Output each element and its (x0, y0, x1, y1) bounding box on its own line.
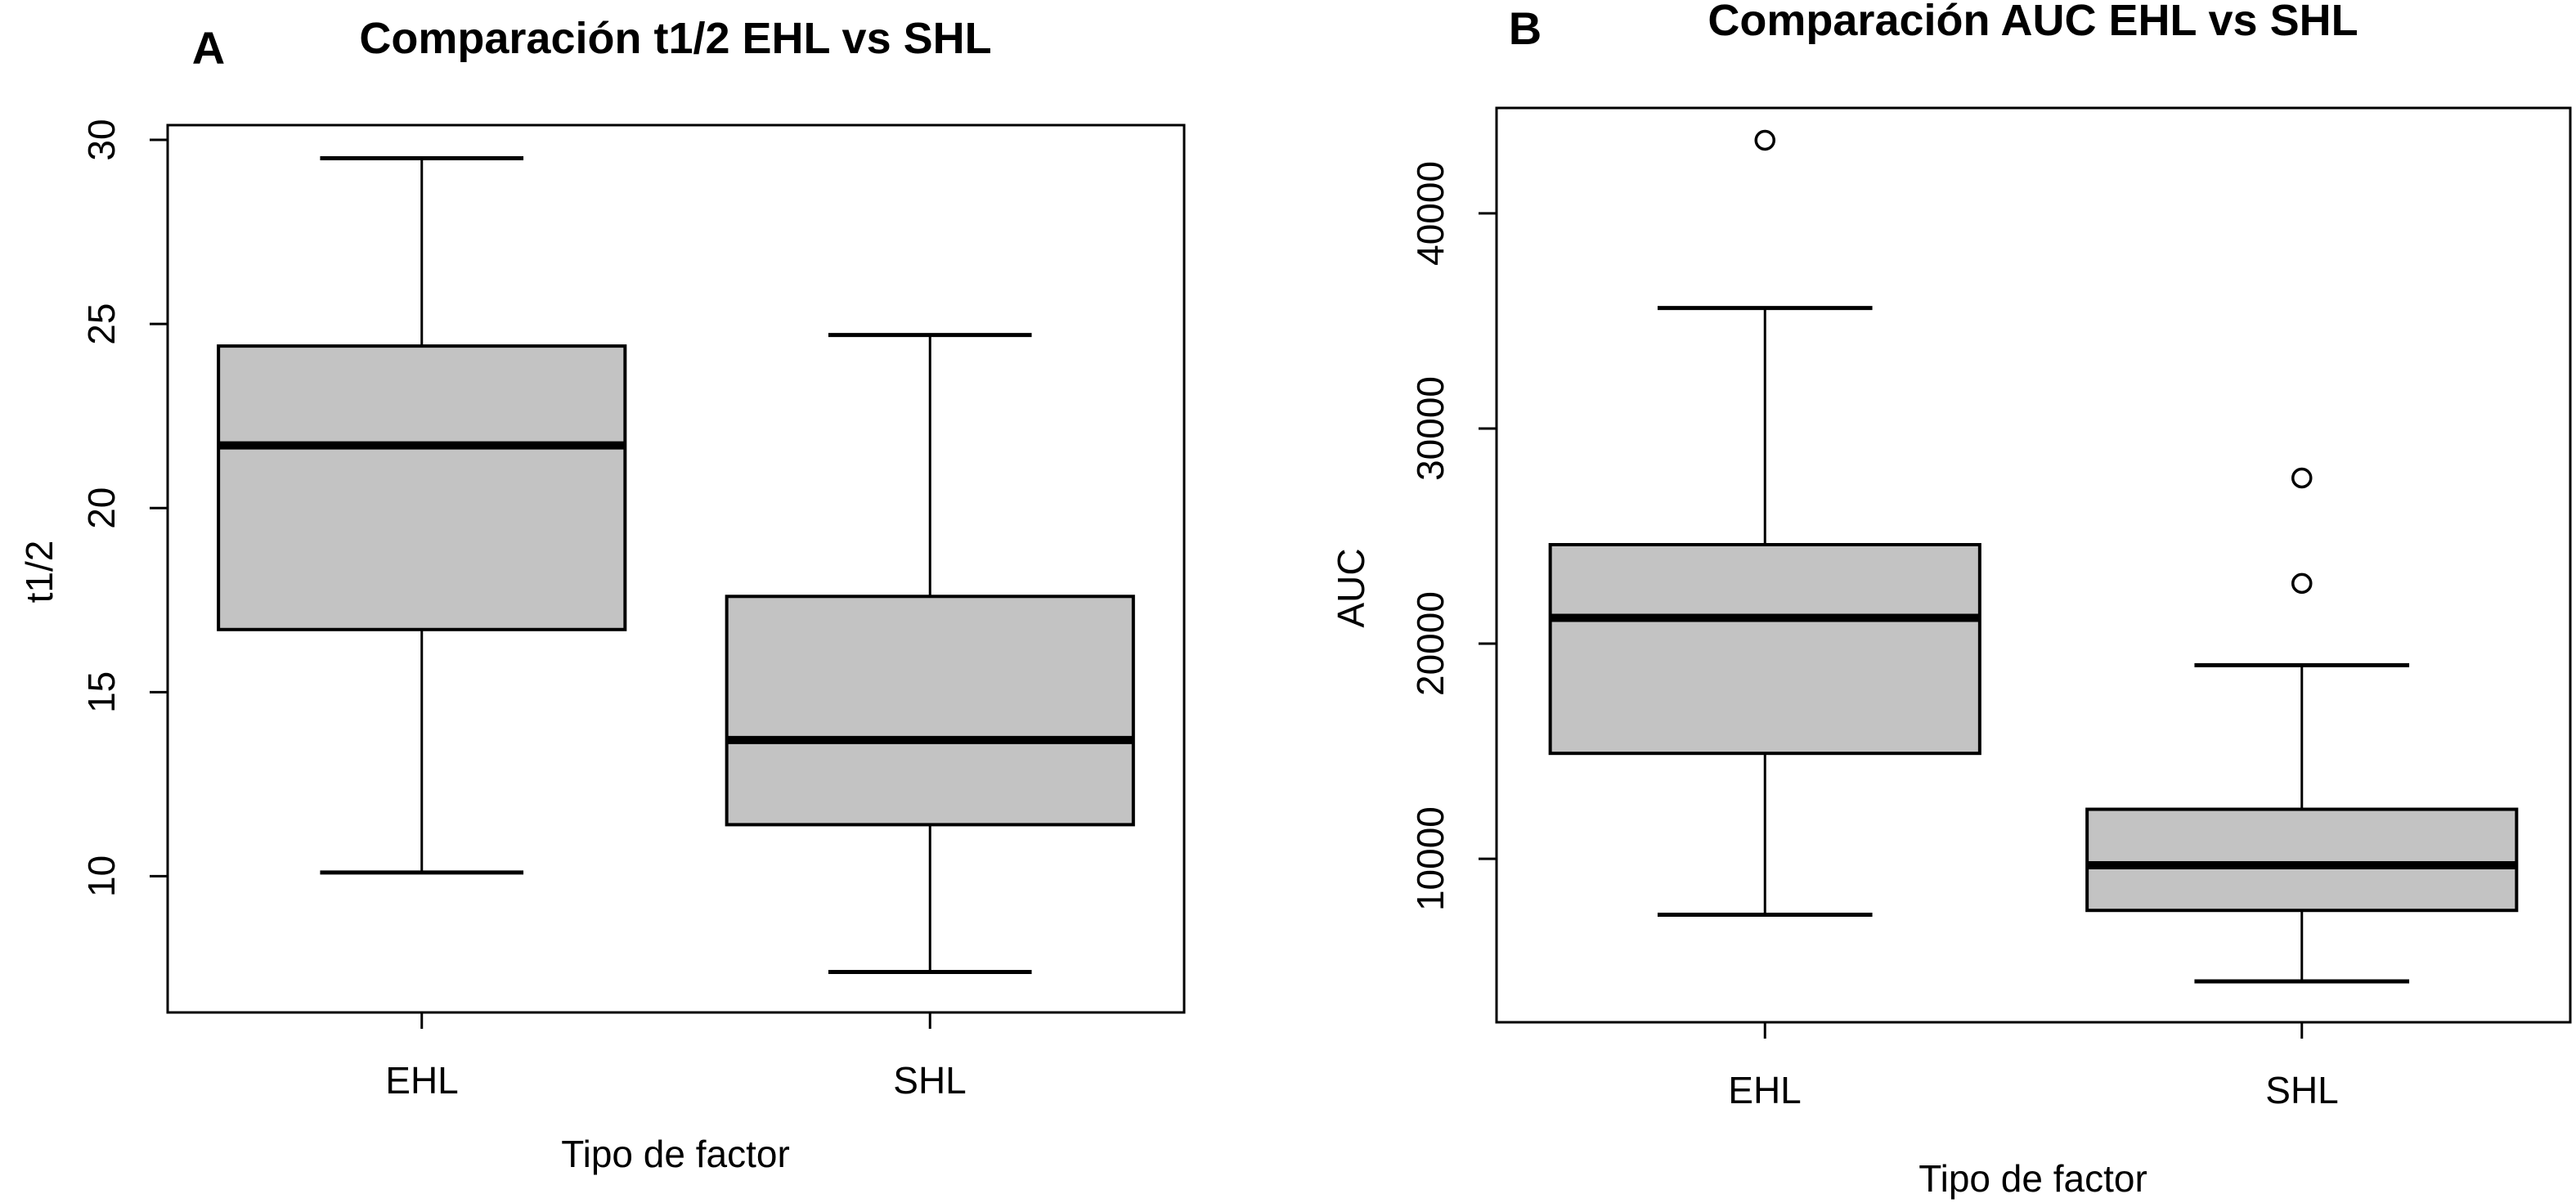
panel-b-category-shl: SHL (2265, 1069, 2339, 1111)
panel-b-shl-outlier-point (2291, 467, 2313, 489)
panel-b-y-tick-label: 30000 (1409, 376, 1452, 481)
panel-a-y-tick-label: 10 (80, 855, 123, 897)
panel-a-y-tick-label: 25 (80, 303, 123, 345)
panel-b-shl-box (2085, 807, 2519, 913)
panel-b-title: Comparación AUC EHL vs SHL (1708, 0, 2358, 45)
panel-b-y-tick-label: 10000 (1409, 806, 1452, 911)
panel-b-shl-outlier-point (2291, 572, 2313, 595)
panel-b-plot-frame (1495, 106, 2572, 1024)
panel-a-letter: A (191, 22, 226, 74)
panel-b-y-tick-label: 40000 (1409, 161, 1452, 266)
panel-a-x-axis-label: Tipo de factor (561, 1133, 790, 1175)
panel-a-shl-box (725, 595, 1135, 827)
panel-a-y-tick-label: 20 (80, 487, 123, 529)
panel-b-x-axis-label: Tipo de factor (1919, 1157, 2147, 1200)
panel-b-ehl-outlier-point (1754, 129, 1775, 151)
panel-a-category-shl: SHL (893, 1059, 967, 1102)
panel-a-ehl-box (217, 344, 627, 631)
panel-a-title: Comparación t1/2 EHL vs SHL (359, 14, 992, 63)
panel-b-category-ehl: EHL (1728, 1069, 1802, 1111)
panel-a-plot-frame (166, 123, 1186, 1014)
panel-a-y-tick-label: 30 (80, 119, 123, 160)
panel-a-category-ehl: EHL (385, 1059, 459, 1102)
panel-b-y-axis-label: AUC (1330, 548, 1372, 628)
panel-b-letter: B (1508, 2, 1542, 54)
panel-a-y-axis-label: t1/2 (18, 540, 61, 604)
panel-b-y-tick-label: 20000 (1409, 591, 1452, 696)
panel-a-y-tick-label: 15 (80, 671, 123, 713)
panel-b-ehl-box (1548, 543, 1981, 756)
